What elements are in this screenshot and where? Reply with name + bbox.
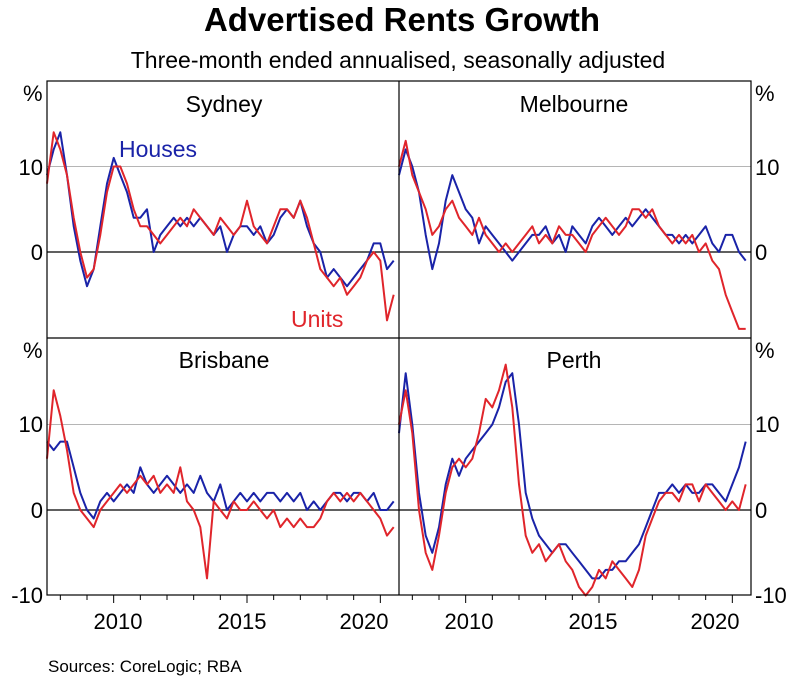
grid-lines <box>47 166 751 425</box>
y-tick-left-top-10: 10 <box>19 155 43 180</box>
y-tick-left-bottom-minus10: -10 <box>11 583 43 608</box>
source-note: Sources: CoreLogic; RBA <box>48 657 242 676</box>
x-tick-right-2020: 2020 <box>691 609 740 634</box>
series-line-brisbane-houses <box>46 440 395 520</box>
y-tick-right-bottom-0: 0 <box>755 498 767 523</box>
y-tick-right-bottom-minus10: -10 <box>755 583 787 608</box>
y-tick-right-bottom-10: 10 <box>755 412 779 437</box>
panel-title-perth: Perth <box>547 347 602 373</box>
panel-title-melbourne: Melbourne <box>520 91 629 117</box>
zero-lines <box>47 251 751 511</box>
x-tick-left-2010: 2010 <box>94 609 143 634</box>
series-line-melbourne-units <box>398 139 746 330</box>
series-lines <box>46 131 747 597</box>
y-unit-right-top: % <box>755 81 775 106</box>
chart-subtitle: Three-month ended annualised, seasonally… <box>131 47 665 73</box>
y-unit-left-bottom: % <box>23 338 43 363</box>
y-tick-left-bottom-0: 0 <box>31 498 43 523</box>
y-tick-left-bottom-10: 10 <box>19 412 43 437</box>
chart-title: Advertised Rents Growth <box>204 1 600 38</box>
series-line-perth-units <box>398 363 747 597</box>
series-line-melbourne-houses <box>398 148 747 271</box>
x-tick-left-2015: 2015 <box>218 609 267 634</box>
series-line-perth-houses <box>398 372 747 580</box>
y-tick-right-top-0: 0 <box>755 240 767 265</box>
plot-frame <box>46 80 752 596</box>
panel-title-brisbane: Brisbane <box>179 347 270 373</box>
y-tick-left-top-0: 0 <box>31 240 43 265</box>
y-tick-right-top-10: 10 <box>755 155 779 180</box>
y-unit-right-bottom: % <box>755 338 775 363</box>
panel-title-sydney: Sydney <box>186 91 263 117</box>
x-tick-right-2010: 2010 <box>445 609 494 634</box>
series-label-units: Units <box>291 306 343 332</box>
y-unit-left-top: % <box>23 81 43 106</box>
tick-marks <box>59 595 733 603</box>
x-tick-right-2015: 2015 <box>569 609 618 634</box>
x-tick-left-2020: 2020 <box>340 609 389 634</box>
series-line-sydney-units <box>46 131 395 322</box>
series-line-brisbane-units <box>46 389 395 580</box>
series-label-houses: Houses <box>119 136 197 162</box>
series-line-sydney-houses <box>46 131 395 288</box>
